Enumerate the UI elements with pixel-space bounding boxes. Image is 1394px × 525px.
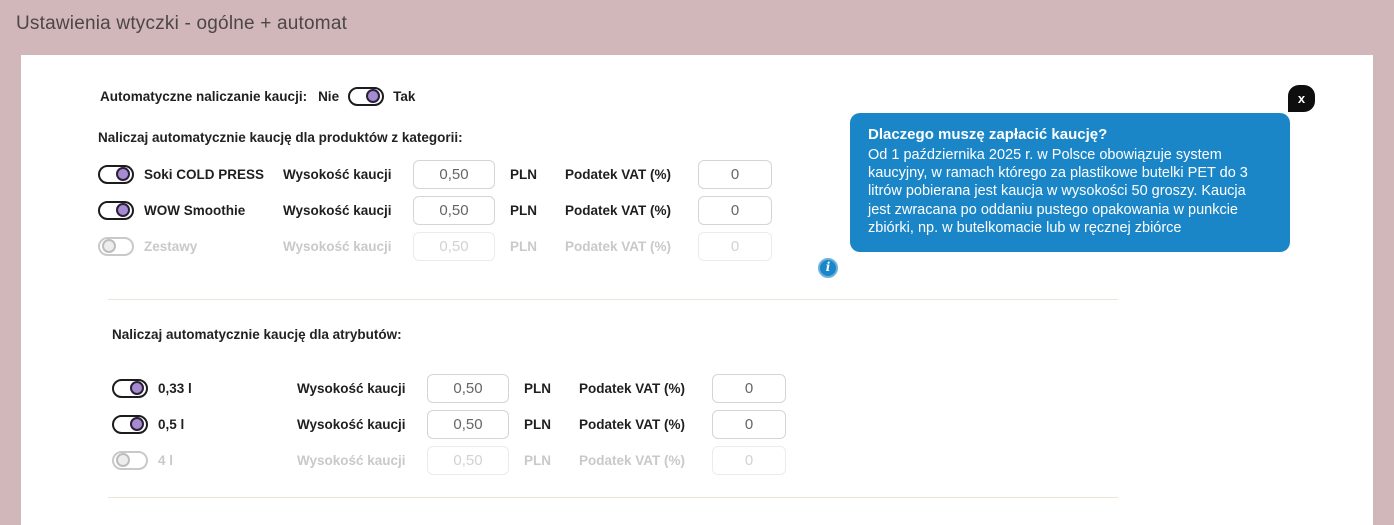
section-heading-attributes: Naliczaj automatycznie kaucję dla atrybu… — [112, 327, 402, 342]
row-label: WOW Smoothie — [144, 202, 246, 218]
section-divider — [108, 299, 1118, 300]
section-heading-categories: Naliczaj automatycznie kaucję dla produk… — [98, 130, 463, 145]
toggle-off-label: Nie — [318, 88, 340, 104]
toggle-knob-icon — [116, 167, 130, 181]
currency-label: PLN — [510, 202, 537, 218]
deposit-amount-input[interactable] — [413, 159, 495, 189]
toggle-4l[interactable] — [112, 450, 148, 470]
vat-label: Podatek VAT (%) — [565, 202, 672, 218]
vat-rate-input[interactable] — [712, 373, 786, 403]
toggle-wow-smoothie[interactable] — [98, 200, 134, 220]
vat-rate-input[interactable] — [712, 409, 786, 439]
toggle-033l[interactable] — [112, 378, 148, 398]
vat-rate-input[interactable] — [698, 195, 772, 225]
table-row: WOW Smoothie Wysokość kaucji PLN Podatek… — [98, 192, 772, 228]
tooltip-title: Dlaczego muszę zapłacić kaucję? — [868, 126, 1108, 143]
vat-label: Podatek VAT (%) — [579, 380, 686, 396]
auto-deposit-toggle[interactable] — [348, 86, 385, 106]
toggle-knob-icon — [102, 239, 116, 253]
table-row: Soki COLD PRESS Wysokość kaucji PLN Poda… — [98, 156, 772, 192]
deposit-label: Wysokość kaucji — [297, 416, 406, 432]
row-label: 4 l — [158, 452, 174, 468]
table-row: 0,33 l Wysokość kaucji PLN Podatek VAT (… — [112, 370, 786, 406]
attribute-rows: 0,33 l Wysokość kaucji PLN Podatek VAT (… — [112, 370, 786, 478]
toggle-knob-icon — [116, 453, 130, 467]
toggle-soki-cold-press[interactable] — [98, 164, 134, 184]
currency-label: PLN — [524, 380, 551, 396]
row-label: Soki COLD PRESS — [144, 166, 265, 182]
tooltip-body: Od 1 października 2025 r. w Polsce obowi… — [868, 146, 1248, 236]
currency-label: PLN — [524, 416, 551, 432]
vat-rate-input — [712, 445, 786, 475]
deposit-label: Wysokość kaucji — [297, 452, 406, 468]
vat-rate-input — [698, 231, 772, 261]
vat-label: Podatek VAT (%) — [565, 166, 672, 182]
deposit-label: Wysokość kaucji — [297, 380, 406, 396]
currency-label: PLN — [524, 452, 551, 468]
section-divider — [108, 497, 1118, 498]
deposit-amount-input — [413, 231, 495, 261]
toggle-knob-icon — [130, 417, 144, 431]
vat-rate-input[interactable] — [698, 159, 772, 189]
vat-label: Podatek VAT (%) — [579, 416, 686, 432]
toggle-knob-icon — [116, 203, 130, 217]
toggle-05l[interactable] — [112, 414, 148, 434]
currency-label: PLN — [510, 166, 537, 182]
deposit-label: Wysokość kaucji — [283, 166, 392, 182]
deposit-amount-input[interactable] — [427, 409, 509, 439]
auto-deposit-setting: Automatyczne naliczanie kaucji: Nie Tak — [100, 86, 415, 106]
table-row: 0,5 l Wysokość kaucji PLN Podatek VAT (%… — [112, 406, 786, 442]
table-row: Zestawy Wysokość kaucji PLN Podatek VAT … — [98, 228, 772, 264]
currency-label: PLN — [510, 238, 537, 254]
row-label: Zestawy — [144, 238, 198, 254]
category-rows: Soki COLD PRESS Wysokość kaucji PLN Poda… — [98, 156, 772, 264]
deposit-label: Wysokość kaucji — [283, 202, 392, 218]
row-label: 0,5 l — [158, 416, 185, 432]
auto-deposit-label: Automatyczne naliczanie kaucji: — [100, 88, 308, 104]
deposit-amount-input[interactable] — [413, 195, 495, 225]
toggle-knob-icon — [130, 381, 144, 395]
table-row: 4 l Wysokość kaucji PLN Podatek VAT (%) — [112, 442, 786, 478]
toggle-zestawy[interactable] — [98, 236, 134, 256]
vat-label: Podatek VAT (%) — [579, 452, 686, 468]
row-label: 0,33 l — [158, 380, 192, 396]
deposit-amount-input — [427, 445, 509, 475]
toggle-knob-icon — [366, 89, 381, 103]
settings-card: Automatyczne naliczanie kaucji: Nie Tak … — [21, 55, 1373, 525]
info-icon[interactable]: i — [818, 258, 838, 278]
deposit-info-tooltip: Dlaczego muszę zapłacić kaucję? Od 1 paź… — [850, 113, 1290, 253]
deposit-label: Wysokość kaucji — [283, 238, 392, 254]
vat-label: Podatek VAT (%) — [565, 238, 672, 254]
toggle-on-label: Tak — [393, 88, 416, 104]
page-title: Ustawienia wtyczki - ogólne + automat — [16, 13, 348, 34]
deposit-amount-input[interactable] — [427, 373, 509, 403]
tooltip-close-button[interactable]: x — [1288, 85, 1315, 112]
